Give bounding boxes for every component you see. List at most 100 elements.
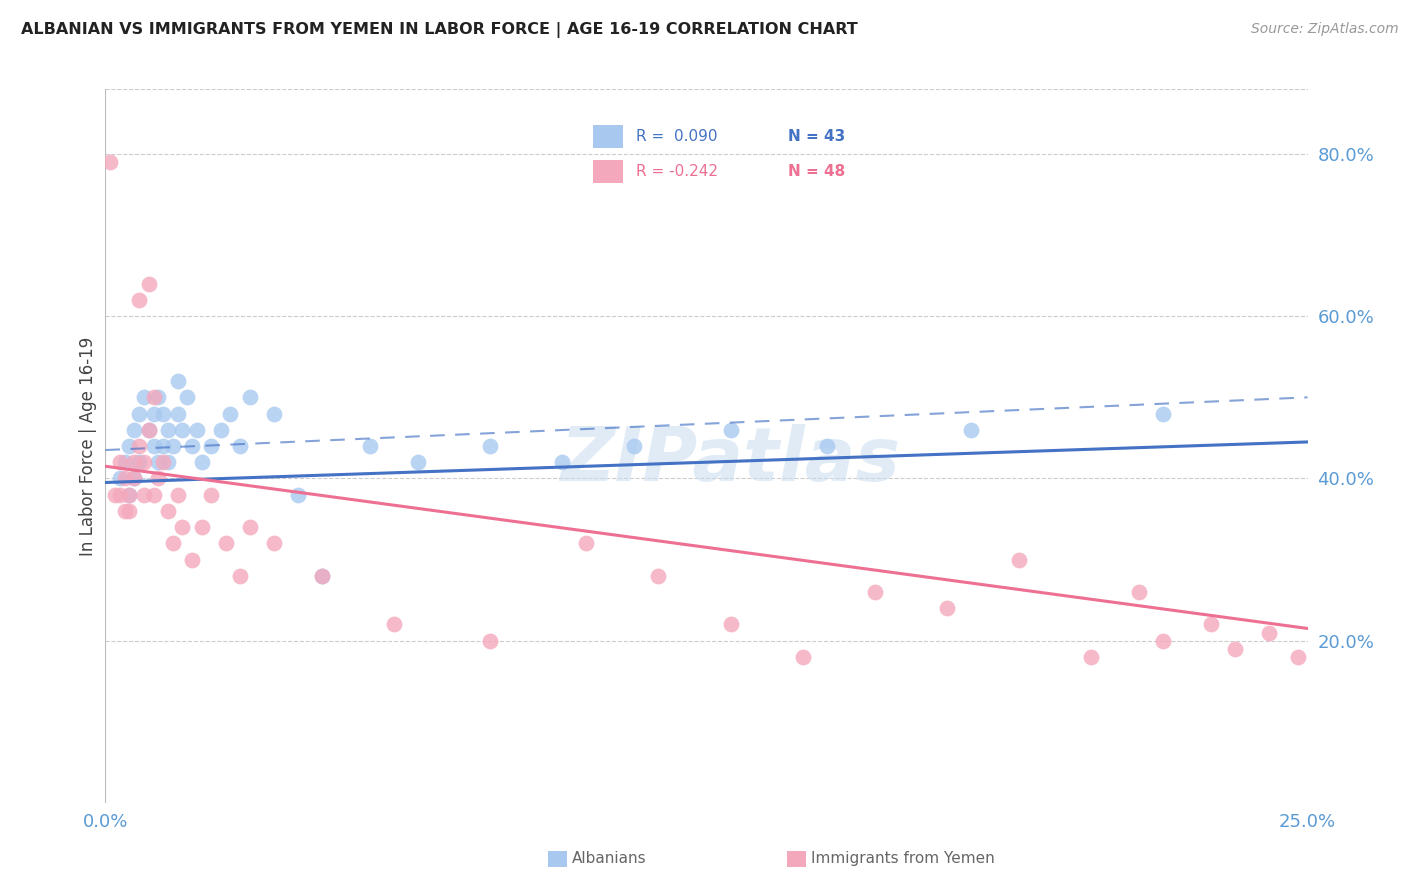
Point [311, 568, 333, 582]
Point [138, 423, 160, 437]
Point [156, 504, 179, 518]
Point [575, 536, 598, 550]
Point [263, 536, 285, 550]
Point [287, 488, 309, 502]
Point [128, 455, 150, 469]
Point [128, 439, 150, 453]
Point [792, 649, 814, 664]
Point [863, 585, 886, 599]
Point [551, 455, 574, 469]
Point [1008, 552, 1031, 566]
Text: N = 48: N = 48 [789, 164, 845, 178]
Point [479, 439, 502, 453]
Point [124, 423, 146, 437]
Point [239, 390, 262, 404]
Bar [593, 160, 623, 183]
Point [138, 277, 160, 291]
Point [181, 439, 204, 453]
Point [118, 488, 141, 502]
Point [152, 439, 174, 453]
Point [166, 407, 188, 421]
Text: Source: ZipAtlas.com: Source: ZipAtlas.com [1251, 22, 1399, 37]
Point [152, 455, 174, 469]
Point [960, 423, 983, 437]
Point [936, 601, 959, 615]
Point [1258, 625, 1281, 640]
Point [406, 455, 429, 469]
Point [1152, 633, 1174, 648]
Point [1201, 617, 1223, 632]
Point [148, 471, 170, 485]
Text: N = 43: N = 43 [789, 129, 845, 144]
Point [815, 439, 838, 453]
Point [181, 552, 204, 566]
Point [148, 390, 170, 404]
Point [647, 568, 669, 582]
Point [720, 617, 742, 632]
Point [156, 455, 179, 469]
Text: R =  0.090: R = 0.090 [637, 129, 718, 144]
Point [190, 520, 212, 534]
Point [132, 455, 155, 469]
Point [1286, 649, 1309, 664]
Point [382, 617, 405, 632]
Point [142, 390, 165, 404]
Point [108, 455, 131, 469]
Point [263, 407, 285, 421]
Point [172, 423, 194, 437]
Point [104, 488, 127, 502]
Point [128, 407, 150, 421]
Point [162, 439, 184, 453]
Point [200, 439, 222, 453]
Point [124, 471, 146, 485]
Point [479, 633, 502, 648]
Point [124, 455, 146, 469]
Point [1080, 649, 1102, 664]
Point [209, 423, 232, 437]
Point [142, 439, 165, 453]
Point [1152, 407, 1174, 421]
Text: R = -0.242: R = -0.242 [637, 164, 718, 178]
Point [359, 439, 381, 453]
Point [176, 390, 198, 404]
Point [162, 536, 184, 550]
Point [229, 568, 252, 582]
Point [214, 536, 236, 550]
Point [108, 471, 131, 485]
Point [166, 374, 188, 388]
Text: Albanians: Albanians [572, 852, 647, 866]
Point [239, 520, 262, 534]
Text: ZIPatlas: ZIPatlas [561, 424, 901, 497]
Point [118, 439, 141, 453]
Point [186, 423, 208, 437]
Point [166, 488, 188, 502]
Bar [593, 125, 623, 148]
Point [1225, 641, 1247, 656]
Point [108, 488, 131, 502]
Point [132, 390, 155, 404]
Point [311, 568, 333, 582]
Y-axis label: In Labor Force | Age 16-19: In Labor Force | Age 16-19 [79, 336, 97, 556]
Point [200, 488, 222, 502]
Point [142, 407, 165, 421]
Point [1128, 585, 1150, 599]
Point [98, 155, 121, 169]
Point [118, 488, 141, 502]
Point [219, 407, 242, 421]
Point [156, 423, 179, 437]
Point [128, 293, 150, 307]
Point [124, 471, 146, 485]
Point [114, 455, 136, 469]
Point [172, 520, 194, 534]
Point [148, 455, 170, 469]
Text: ALBANIAN VS IMMIGRANTS FROM YEMEN IN LABOR FORCE | AGE 16-19 CORRELATION CHART: ALBANIAN VS IMMIGRANTS FROM YEMEN IN LAB… [21, 22, 858, 38]
Point [623, 439, 645, 453]
Point [720, 423, 742, 437]
Point [132, 488, 155, 502]
Point [138, 423, 160, 437]
Point [142, 488, 165, 502]
Point [190, 455, 212, 469]
Text: Immigrants from Yemen: Immigrants from Yemen [811, 852, 995, 866]
Point [152, 407, 174, 421]
Point [118, 504, 141, 518]
